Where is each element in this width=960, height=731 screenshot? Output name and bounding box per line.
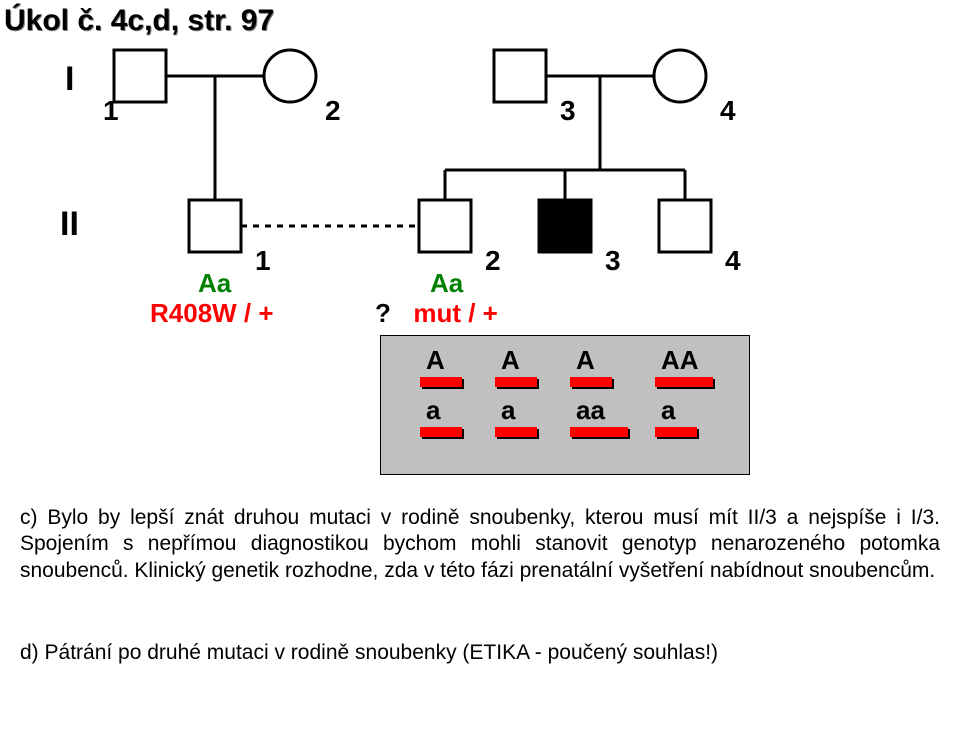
genotype-II1-line2: R408W / + xyxy=(150,298,274,329)
num-II-2: 2 xyxy=(485,245,501,277)
genotype-II2-line1: Aa xyxy=(430,268,463,299)
num-I-3: 3 xyxy=(560,95,576,127)
gel-label-top-2: A xyxy=(576,345,595,376)
gel-label-bot-3: a xyxy=(661,395,675,426)
num-II-3: 3 xyxy=(605,245,621,277)
num-II-1: 1 xyxy=(255,245,271,277)
num-I-2: 2 xyxy=(325,95,341,127)
paragraph-d: d) Pátrání po druhé mutaci v rodině snou… xyxy=(20,640,940,666)
pedigree-diagram xyxy=(0,0,960,300)
num-I-4: 4 xyxy=(720,95,736,127)
num-I-1: 1 xyxy=(103,95,119,127)
gel-label-bot-0: a xyxy=(426,395,440,426)
gel-label-bot-2: aa xyxy=(576,395,605,426)
num-II-4: 4 xyxy=(725,245,741,277)
gel-label-top-3: AA xyxy=(661,345,699,376)
genotype-II1-line1: Aa xyxy=(198,268,231,299)
gel-label-bot-1: a xyxy=(501,395,515,426)
gel-label-top-1: A xyxy=(501,345,520,376)
genotype-II2-line2: mut / + xyxy=(413,298,498,328)
gel-label-top-0: A xyxy=(426,345,445,376)
paragraph-c: c) Bylo by lepší znát druhou mutaci v ro… xyxy=(20,505,940,584)
genotype-II2-prefix: ? xyxy=(375,298,391,328)
